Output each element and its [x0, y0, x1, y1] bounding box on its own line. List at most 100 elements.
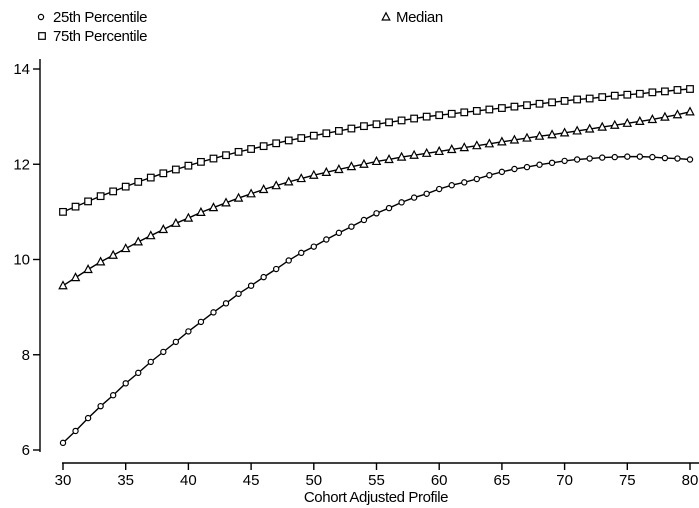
legend-marker: [381, 11, 391, 21]
data-point: [71, 202, 80, 211]
data-point: [108, 249, 118, 259]
data-point: [323, 236, 330, 243]
data-point: [510, 102, 519, 111]
legend-item: Median: [381, 9, 443, 26]
data-point: [559, 127, 570, 137]
x-tick-label: 75: [619, 472, 636, 489]
data-point: [599, 154, 606, 161]
data-point: [446, 144, 457, 154]
data-point: [610, 91, 619, 100]
data-point: [523, 163, 531, 171]
data-point: [360, 216, 368, 224]
data-point: [685, 106, 695, 116]
series-triangle: [58, 106, 695, 290]
data-point: [609, 119, 620, 129]
data-point: [622, 117, 633, 127]
data-point: [348, 223, 355, 230]
data-point: [661, 87, 669, 96]
data-point: [472, 140, 482, 150]
data-point: [586, 155, 593, 162]
data-point: [473, 175, 481, 183]
data-point: [461, 179, 468, 186]
data-point: [649, 153, 656, 161]
data-point: [147, 358, 154, 366]
data-point: [321, 166, 332, 176]
legend-marker: [37, 13, 45, 21]
data-point: [598, 93, 607, 101]
data-point: [647, 114, 658, 124]
data-point: [83, 264, 93, 274]
data-point: [597, 121, 608, 131]
data-point: [686, 156, 694, 163]
data-point: [635, 89, 644, 98]
data-point: [222, 300, 230, 307]
data-point: [109, 392, 117, 399]
data-point: [120, 243, 131, 253]
data-point: [209, 154, 218, 163]
axes: 6 8 10 12 14 30 35 40 45 50 55 60 65 70 75 80 Cohort A…: [13, 59, 699, 506]
data-point: [235, 290, 242, 297]
data-point: [184, 161, 193, 170]
data-point: [635, 115, 645, 126]
data-point: [122, 380, 129, 387]
data-point: [183, 212, 194, 222]
data-point: [309, 169, 319, 179]
data-point: [648, 88, 657, 97]
data-point: [95, 256, 106, 266]
data-point: [58, 280, 68, 290]
data-point: [585, 94, 594, 103]
data-point: [133, 236, 144, 246]
data-point: [484, 138, 495, 148]
data-point: [384, 154, 394, 164]
data-point: [247, 145, 256, 153]
legend-marker: [38, 32, 46, 40]
data-point: [523, 101, 531, 110]
data-point: [210, 309, 217, 316]
data-point: [434, 145, 444, 156]
y-tick-label: 12: [13, 156, 30, 173]
data-point: [409, 149, 419, 159]
data-point: [185, 328, 192, 335]
data-point: [385, 118, 393, 127]
data-point: [498, 104, 506, 112]
data-point: [674, 155, 681, 162]
data-point: [672, 109, 683, 119]
plot-area: [58, 85, 695, 447]
data-point: [258, 184, 269, 194]
data-point: [686, 85, 694, 93]
data-point: [447, 109, 456, 118]
x-tick-label: 50: [305, 472, 322, 489]
x-tick-label: 70: [556, 472, 573, 489]
data-point: [560, 97, 569, 105]
data-point: [335, 229, 343, 237]
series-line: [62, 88, 691, 213]
data-point: [284, 136, 293, 145]
data-point: [234, 147, 243, 156]
data-point: [636, 153, 644, 160]
data-point: [221, 197, 231, 207]
data-point: [660, 111, 670, 121]
data-point: [297, 134, 306, 142]
data-point: [561, 157, 568, 165]
x-tick-label: 40: [180, 472, 197, 489]
x-tick-label: 55: [368, 472, 385, 489]
y-tick-label: 8: [22, 347, 30, 364]
data-point: [172, 338, 180, 346]
data-point: [296, 173, 307, 183]
data-point: [522, 132, 532, 142]
data-point: [84, 197, 92, 206]
x-ticks: 30 35 40 45 50 55 60 65 70 75 80: [55, 463, 698, 489]
series-circle: [59, 153, 694, 447]
data-point: [485, 105, 494, 114]
data-point: [272, 265, 280, 273]
legend-item: 25th Percentile: [37, 9, 148, 26]
data-point: [197, 157, 205, 166]
data-point: [498, 168, 506, 176]
data-point: [573, 156, 581, 163]
data-point: [435, 111, 444, 120]
y-tick-label: 6: [22, 442, 30, 459]
data-point: [661, 154, 669, 162]
data-point: [309, 131, 318, 140]
data-point: [486, 172, 493, 179]
